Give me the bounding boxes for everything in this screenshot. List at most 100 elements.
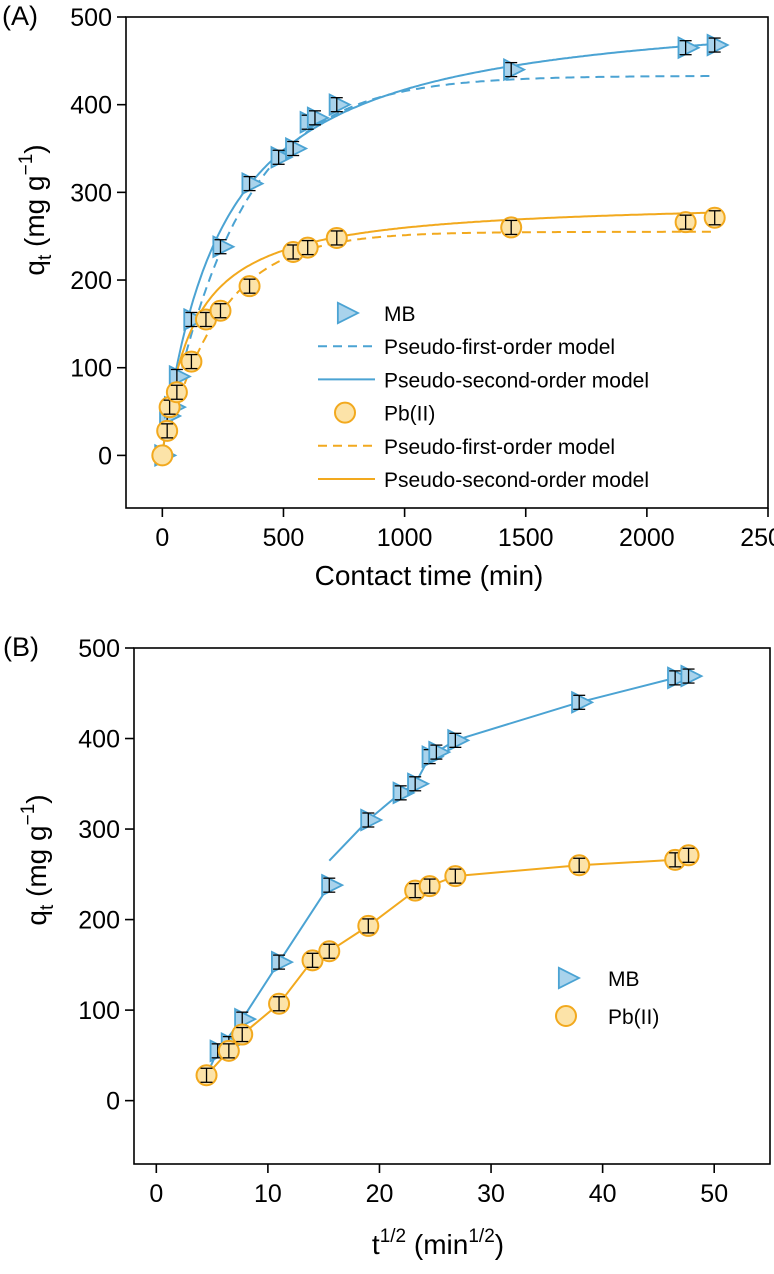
error-bar xyxy=(362,918,375,934)
error-bar xyxy=(682,847,695,863)
error-bar xyxy=(669,670,682,686)
y-tick-label: 400 xyxy=(70,92,112,120)
x-tick-label: 2000 xyxy=(619,524,675,552)
mb-pfo-model-curve xyxy=(161,75,715,456)
error-bar xyxy=(161,423,174,439)
error-bar xyxy=(573,694,586,710)
x-axis-title-close: ) xyxy=(495,1229,504,1260)
mb-data-point xyxy=(183,307,207,332)
x-tick-label: 30 xyxy=(477,1180,505,1208)
y-axis-title: qt (mg g−1) xyxy=(18,794,58,925)
x-tick-label: 40 xyxy=(589,1180,617,1208)
error-bar xyxy=(214,239,227,255)
mb-data-point xyxy=(241,171,265,196)
error-bar xyxy=(306,952,319,968)
legend-pb-marker xyxy=(555,1005,577,1027)
error-bar xyxy=(287,140,300,157)
y-tick-label: 500 xyxy=(78,635,120,663)
mb-data-point xyxy=(360,808,384,832)
x-axis-title-main: t xyxy=(372,1229,380,1260)
error-bar xyxy=(573,857,586,873)
mb-data-point xyxy=(667,666,691,690)
error-bar xyxy=(236,1026,249,1043)
mb-data-point xyxy=(447,728,471,752)
y-tick-label: 300 xyxy=(78,816,120,844)
mb-data-point xyxy=(680,664,704,688)
x-axis-title: t1/2 (min1/2) xyxy=(372,1226,504,1260)
mb-data-point xyxy=(503,58,527,82)
mb-data-point xyxy=(212,235,236,259)
y-axis-title-subscript: t xyxy=(35,254,56,260)
plot-frame xyxy=(125,16,769,509)
legend-label: Pseudo-second-order model xyxy=(384,469,649,492)
mb-data-point xyxy=(285,136,309,161)
x-axis-title-unit-superscript: 1/2 xyxy=(468,1226,494,1247)
y-axis-title-unit: (mg g xyxy=(19,175,50,254)
x-axis-title-superscript: 1/2 xyxy=(380,1226,406,1247)
error-bar xyxy=(185,353,198,370)
error-bar xyxy=(330,97,343,113)
mb-data-point xyxy=(328,93,352,117)
y-axis-title-close: ) xyxy=(21,794,52,803)
error-bar xyxy=(323,943,336,959)
error-bar xyxy=(273,954,286,970)
legend-label: Pseudo-first-order model xyxy=(384,436,615,459)
x-tick-label: 20 xyxy=(366,1180,394,1208)
error-bar xyxy=(505,61,518,78)
legend-label: Pseudo-first-order model xyxy=(384,336,615,359)
y-axis-title: qt (mg g−1) xyxy=(16,144,56,275)
y-axis-title-main: q xyxy=(19,260,50,276)
y-axis-title-superscript: −1 xyxy=(16,154,37,176)
mb-data-point xyxy=(270,145,294,169)
error-bar xyxy=(394,785,407,801)
error-bar xyxy=(243,278,256,294)
error-bar xyxy=(679,40,692,56)
x-tick-label: 50 xyxy=(700,1180,728,1208)
legend-mb-marker xyxy=(336,301,361,325)
error-bar xyxy=(682,668,695,684)
y-tick-label: 400 xyxy=(78,726,120,754)
error-bar xyxy=(214,303,227,319)
panel-label: (B) xyxy=(3,632,39,662)
error-bar xyxy=(430,744,443,760)
x-axis-title-unit: (min xyxy=(406,1229,468,1260)
error-bar xyxy=(409,776,422,792)
y-axis-title-superscript: −1 xyxy=(18,804,39,826)
pb-data-point xyxy=(151,444,174,467)
legend-label: MB xyxy=(384,303,416,326)
mb-data-point xyxy=(306,106,330,130)
x-tick-label: 500 xyxy=(263,524,305,552)
error-bar xyxy=(301,239,314,256)
error-bar xyxy=(222,1043,235,1059)
legend: MB Pb(II) xyxy=(555,966,659,1029)
pb-pfo-model-curve xyxy=(161,230,715,456)
error-bar xyxy=(708,210,721,226)
legend-label: Pb(II) xyxy=(608,1006,659,1029)
mb-data-point xyxy=(392,781,416,805)
error-bar xyxy=(308,110,321,126)
y-tick-label: 100 xyxy=(78,997,120,1025)
error-bar xyxy=(449,868,462,884)
x-tick-label: 0 xyxy=(149,1180,163,1208)
x-tick-label: 10 xyxy=(254,1180,282,1208)
panel-label: (A) xyxy=(2,1,38,31)
mb-data-point xyxy=(706,33,730,57)
error-bar xyxy=(185,311,198,328)
x-tick-label: 0 xyxy=(155,524,169,552)
y-axis-title-main: q xyxy=(21,910,52,926)
error-bar xyxy=(330,230,343,246)
y-axis-title-unit: (mg g xyxy=(21,825,52,904)
error-bar xyxy=(273,996,286,1012)
x-tick-label: 1500 xyxy=(498,524,554,552)
y-tick-label: 200 xyxy=(78,907,120,935)
error-bar xyxy=(449,732,462,748)
mb-data-point xyxy=(428,740,452,764)
y-tick-label: 100 xyxy=(70,355,112,383)
y-tick-label: 0 xyxy=(106,1088,120,1116)
mb-data-point xyxy=(271,950,295,974)
error-bar xyxy=(170,384,183,400)
mb-data-point xyxy=(407,772,431,796)
pb-pso-model-curve xyxy=(161,211,715,456)
